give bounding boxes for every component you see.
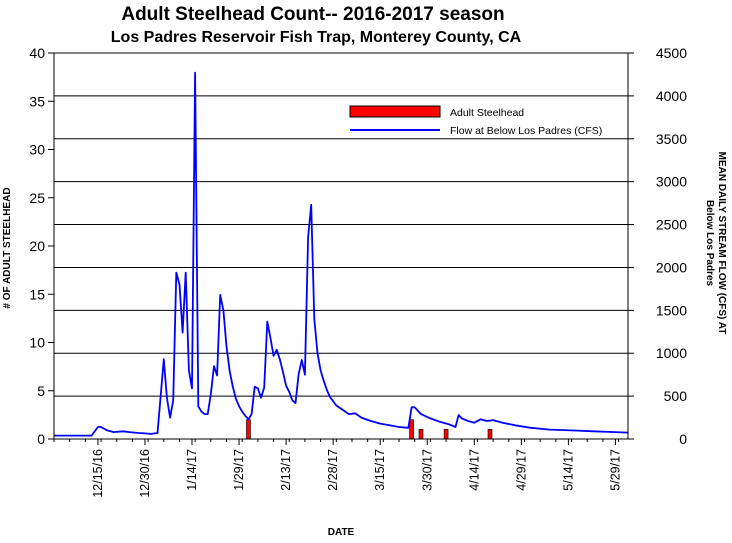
y-tick-label: 15 bbox=[29, 286, 45, 302]
flow-line bbox=[54, 71, 629, 437]
y2-tick-label: 3000 bbox=[656, 174, 687, 190]
y-tick-label: 20 bbox=[29, 238, 45, 254]
x-tick-label: 5/29/17 bbox=[608, 449, 622, 491]
x-tick-label: 5/14/17 bbox=[561, 449, 575, 491]
y2-tick-label: 3500 bbox=[656, 131, 687, 147]
x-tick-label: 2/28/17 bbox=[326, 449, 340, 491]
y2-axis-sublabel: Below Los Padres bbox=[704, 200, 715, 287]
y2-tick-label: 1000 bbox=[656, 345, 687, 361]
y-tick-label: 35 bbox=[29, 93, 45, 109]
x-axis-label: DATE bbox=[328, 527, 355, 538]
y2-axis-label: MEAN DAILY STREAM FLOW (CFS) AT bbox=[716, 152, 727, 335]
x-tick-label: 4/29/17 bbox=[514, 449, 528, 491]
x-tick-label: 1/29/17 bbox=[232, 449, 246, 491]
y-tick-label: 0 bbox=[37, 431, 45, 447]
y-tick-label: 30 bbox=[29, 142, 45, 158]
legend: Adult Steelhead Flow at Below Los Padres… bbox=[349, 105, 602, 137]
x-tick-label: 2/13/17 bbox=[279, 449, 293, 491]
x-tick-label: 12/30/16 bbox=[138, 449, 152, 498]
x-tick-label: 12/15/16 bbox=[91, 449, 105, 498]
legend-label-steelhead: Adult Steelhead bbox=[450, 107, 524, 119]
y-tick-label: 40 bbox=[29, 45, 45, 61]
y2-tick-label: 4000 bbox=[656, 88, 687, 104]
legend-swatch-steelhead bbox=[349, 105, 441, 118]
x-tick-label: 1/14/17 bbox=[185, 449, 199, 491]
tick-labels: 0 5 10 15 20 25 30 35 40 0 500 1000 1500 2000 2500 3000… bbox=[29, 45, 687, 498]
steelhead-bars bbox=[246, 419, 493, 440]
y2-tick-label: 2000 bbox=[656, 259, 687, 275]
y2-tick-label: 1500 bbox=[656, 302, 687, 318]
x-tick-label: 3/15/17 bbox=[373, 449, 387, 491]
y-tick-label: 25 bbox=[29, 190, 45, 206]
grid-lines bbox=[54, 52, 628, 440]
steelhead-bar bbox=[487, 429, 493, 440]
chart-subtitle: Los Padres Reservoir Fish Trap, Monterey… bbox=[111, 29, 522, 46]
y-tick-label: 5 bbox=[37, 383, 45, 399]
y2-tick-label: 4500 bbox=[656, 45, 687, 61]
x-tick-label: 3/30/17 bbox=[420, 449, 434, 491]
steelhead-bar bbox=[418, 429, 424, 440]
legend-label-flow: Flow at Below Los Padres (CFS) bbox=[450, 125, 602, 137]
axes bbox=[53, 53, 629, 440]
y-tick-label: 10 bbox=[29, 335, 45, 351]
steelhead-bar bbox=[443, 429, 449, 440]
y2-tick-label: 0 bbox=[679, 431, 687, 447]
flow-line-layer bbox=[54, 71, 629, 437]
chart-title: Adult Steelhead Count-- 2016-2017 season bbox=[121, 4, 504, 25]
y2-tick-label: 2500 bbox=[656, 217, 687, 233]
steelhead-bar bbox=[246, 419, 251, 440]
x-tick-label: 4/14/17 bbox=[467, 449, 481, 491]
y2-tick-label: 500 bbox=[664, 388, 688, 404]
y-axis-label: # OF ADULT STEELHEAD bbox=[2, 187, 13, 308]
steelhead-bar bbox=[409, 419, 414, 440]
